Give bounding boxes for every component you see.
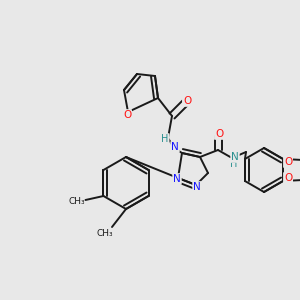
Text: CH₃: CH₃ (97, 229, 113, 238)
Text: H: H (230, 159, 238, 169)
Text: O: O (183, 96, 191, 106)
Text: N: N (171, 142, 179, 152)
Text: H: H (161, 134, 169, 144)
Text: O: O (215, 129, 223, 139)
Text: O: O (123, 110, 131, 120)
Text: N: N (193, 182, 201, 192)
Text: N: N (231, 152, 239, 162)
Text: O: O (284, 157, 292, 167)
Text: N: N (173, 174, 181, 184)
Text: CH₃: CH₃ (68, 196, 85, 206)
Text: O: O (284, 173, 292, 183)
